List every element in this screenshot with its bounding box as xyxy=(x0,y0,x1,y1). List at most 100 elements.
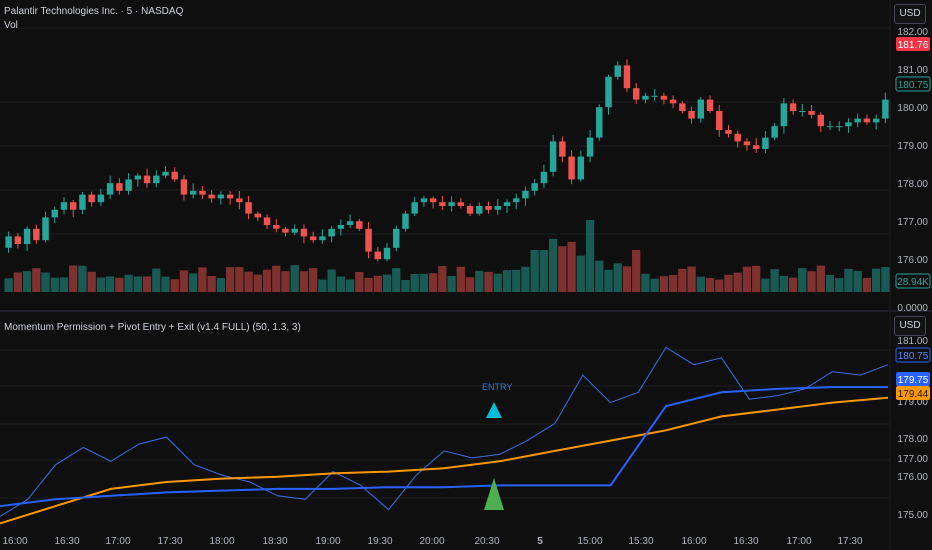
volume-bar xyxy=(78,265,87,292)
volume-bar xyxy=(262,269,272,292)
volume-bar xyxy=(161,276,170,292)
blue-line xyxy=(0,386,888,508)
indicator-axis[interactable]: 181.00180.00179.00178.00177.00176.00175.… xyxy=(897,336,928,521)
volume-bar xyxy=(198,267,207,292)
candle-body xyxy=(540,171,548,184)
time-tick-label: 17:00 xyxy=(105,536,130,547)
volume-bar xyxy=(299,271,309,292)
candle-body xyxy=(439,202,446,206)
volume-bar xyxy=(604,269,613,292)
candle-body xyxy=(420,198,428,203)
candle-body xyxy=(217,194,225,199)
volume-bar xyxy=(632,250,641,292)
candle-body xyxy=(328,228,335,237)
volume-bar xyxy=(235,267,244,292)
volume-bar xyxy=(687,266,696,292)
candle-body xyxy=(651,95,658,97)
volume-bar xyxy=(281,271,290,292)
volume-bar xyxy=(124,274,133,292)
time-tick-label: 15:00 xyxy=(577,536,602,547)
volume-bar xyxy=(862,277,872,292)
candle-body xyxy=(429,198,437,203)
candle-body xyxy=(162,171,169,176)
volume-bar xyxy=(244,271,253,292)
candle-body xyxy=(752,145,760,149)
candle-body xyxy=(679,103,686,111)
volume-bar xyxy=(705,278,715,292)
candle-body xyxy=(826,126,834,128)
volume-bar xyxy=(872,268,881,292)
time-tick-label: 16:00 xyxy=(2,536,27,547)
currency-button[interactable]: USD xyxy=(894,4,926,24)
volume-bar xyxy=(853,270,862,292)
candle-body xyxy=(51,209,58,218)
volume-bar xyxy=(179,270,189,292)
candle-body xyxy=(337,225,345,229)
volume-bar xyxy=(779,275,789,292)
time-tick-label: 19:00 xyxy=(315,536,340,547)
volume-bar xyxy=(355,271,364,292)
candle-body xyxy=(494,206,501,210)
indicator-title[interactable]: Momentum Permission + Pivot Entry + Exit… xyxy=(4,322,301,333)
candle-body xyxy=(402,213,409,229)
entry-label: ENTRY xyxy=(482,382,513,392)
time-tick-label: 20:00 xyxy=(419,536,444,547)
volume-bar xyxy=(825,274,835,292)
candle-body xyxy=(374,251,382,260)
volume-bar xyxy=(668,275,678,292)
candle-body xyxy=(273,225,280,229)
price-axis[interactable]: 182.00 181.00 180.00 179.00 178.00 177.00 176.… xyxy=(897,27,928,314)
candle-body xyxy=(577,156,585,180)
candle-body xyxy=(503,202,511,206)
indicator-tick-label: 179.00 xyxy=(897,397,928,408)
volume-bar xyxy=(493,273,502,292)
candle-body xyxy=(522,190,529,199)
candle-body xyxy=(125,179,132,191)
candle-body xyxy=(882,99,889,119)
candle-body xyxy=(14,236,22,244)
symbol-title[interactable]: Palantir Technologies Inc. · 5 · NASDAQ xyxy=(4,6,184,17)
candle-body xyxy=(153,175,160,184)
volume-bar xyxy=(318,279,327,292)
volume-bar xyxy=(207,276,216,292)
time-axis[interactable]: 16:00 16:30 17:00 17:30 18:00 18:30 19:00 19:30… xyxy=(2,536,862,547)
candle-body xyxy=(531,183,538,191)
candle-body xyxy=(97,194,105,203)
candle-body xyxy=(365,228,372,252)
svg-text:180.75: 180.75 xyxy=(898,80,929,91)
price-line xyxy=(0,346,889,517)
candle-body xyxy=(236,198,243,203)
volume-bar xyxy=(429,273,438,292)
candle-body xyxy=(466,206,474,214)
candle-body xyxy=(872,118,880,123)
candle-body xyxy=(716,111,723,130)
candle-body xyxy=(725,130,732,134)
indicator-currency-button[interactable]: USD xyxy=(894,316,926,336)
volume-label[interactable]: Vol xyxy=(4,20,18,31)
time-tick-label: 5 xyxy=(537,536,543,547)
price-tick-label: 0.0000 xyxy=(897,303,928,314)
price-tick-label: 177.00 xyxy=(897,217,928,228)
volume-bar xyxy=(345,279,355,292)
volume-bar xyxy=(585,220,595,292)
time-tick-label: 18:00 xyxy=(209,536,234,547)
candle-body xyxy=(808,111,815,115)
candle-body xyxy=(642,95,649,100)
price-tick-label: 176.00 xyxy=(897,255,928,266)
candle-body xyxy=(706,99,714,111)
volume-bar xyxy=(844,268,853,292)
candle-body xyxy=(88,194,95,203)
price-tags: 181.76 180.75 28.94K 180.75 179.75 179.4… xyxy=(895,37,931,400)
arrow-marker xyxy=(484,478,504,510)
volume-bar xyxy=(641,273,650,292)
candle-body xyxy=(549,141,557,172)
volume-bar xyxy=(309,268,318,292)
indicator-tick-label: 177.00 xyxy=(897,454,928,465)
candle-body xyxy=(559,141,566,157)
volume-bar xyxy=(484,271,493,292)
volume-bar xyxy=(364,277,373,292)
volume-bar xyxy=(502,270,512,292)
candle-body xyxy=(42,217,49,241)
volume-bar xyxy=(456,266,465,292)
